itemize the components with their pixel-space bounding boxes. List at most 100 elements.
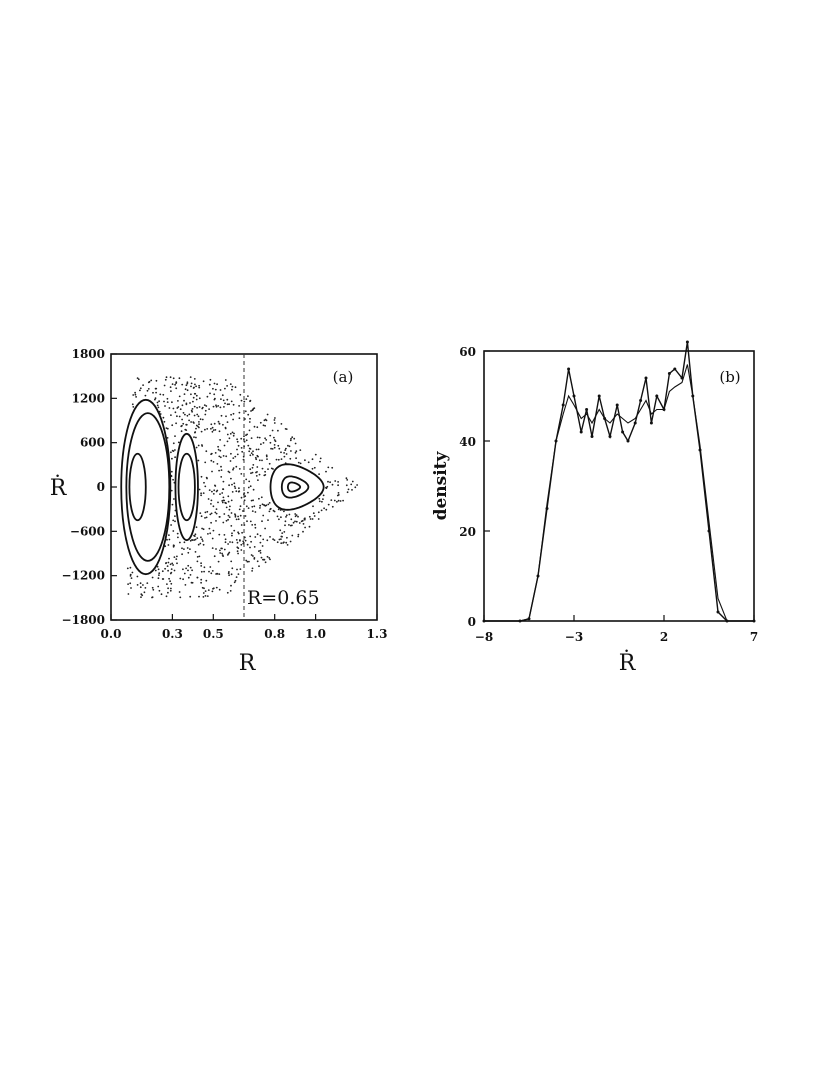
sea-point: [225, 502, 227, 505]
sea-point: [195, 385, 198, 388]
sea-point: [186, 381, 189, 384]
sea-point: [211, 490, 213, 493]
sea-point: [191, 408, 194, 410]
sea-point: [265, 419, 268, 422]
sea-point: [172, 407, 175, 410]
sea-point: [269, 558, 271, 561]
sea-point: [212, 387, 214, 390]
sea-point: [290, 518, 293, 521]
sea-point: [223, 406, 225, 408]
sea-point: [253, 546, 256, 548]
sea-point: [284, 449, 287, 451]
sea-point: [156, 401, 159, 404]
sea-point: [289, 457, 292, 460]
sea-point: [212, 461, 215, 463]
sea-point: [169, 589, 172, 592]
sea-point: [194, 392, 197, 395]
sea-point: [293, 437, 296, 440]
sea-point: [276, 541, 279, 544]
sea-point: [273, 419, 276, 421]
sea-point: [246, 520, 248, 523]
sea-point: [234, 579, 237, 582]
sea-point: [231, 567, 234, 570]
sea-point: [170, 414, 172, 416]
sea-point: [167, 544, 170, 546]
sea-point: [238, 417, 241, 420]
sea-point: [196, 576, 199, 579]
x-tick-label-b: −3: [565, 630, 583, 644]
x-tick-label-a: 1.0: [305, 627, 326, 641]
sea-point: [195, 427, 197, 430]
sea-point: [308, 515, 311, 518]
density-point: [585, 408, 589, 411]
sea-point: [237, 552, 240, 555]
sea-point: [273, 510, 276, 513]
sea-point: [228, 508, 231, 511]
sea-point: [162, 416, 165, 419]
sea-point: [290, 437, 292, 440]
sea-point: [168, 407, 171, 409]
sea-point: [231, 431, 234, 434]
sea-point: [232, 434, 235, 437]
sea-point: [320, 509, 323, 512]
sea-point: [225, 506, 228, 509]
sea-point: [256, 426, 259, 429]
phase-portrait-panel: 0.0 0.3 0.5 0.8 1.0 1.3 1800 1200 600 0 −600 −1200 −…: [50, 347, 388, 676]
sea-point: [131, 403, 134, 406]
sea-point: [325, 470, 327, 473]
sea-point: [175, 422, 178, 425]
sea-point: [267, 519, 269, 521]
sea-point: [192, 400, 194, 403]
sea-point: [184, 413, 186, 416]
sea-point: [261, 503, 264, 506]
sea-point: [267, 468, 269, 470]
sea-point: [231, 491, 234, 493]
sea-point: [258, 473, 261, 476]
sea-point: [176, 562, 178, 565]
sea-point: [239, 505, 242, 508]
sea-point: [181, 404, 184, 407]
sea-point: [216, 383, 219, 386]
sea-point: [219, 389, 222, 391]
sea-point: [179, 541, 181, 544]
sea-point: [336, 494, 339, 497]
sea-point: [233, 432, 235, 435]
sea-point: [304, 459, 306, 462]
sea-point: [243, 435, 245, 438]
sea-point: [150, 379, 153, 382]
sea-point: [258, 565, 260, 568]
sea-point: [233, 485, 236, 488]
sea-point: [211, 430, 214, 433]
sea-point: [246, 560, 249, 563]
sea-point: [304, 526, 306, 529]
sea-point: [274, 417, 276, 419]
sea-point: [273, 422, 276, 424]
sea-point: [236, 546, 239, 549]
sea-point: [211, 570, 214, 572]
sea-point: [172, 545, 175, 548]
sea-point: [264, 527, 266, 530]
sea-point: [139, 582, 142, 585]
sea-point: [221, 492, 224, 494]
sea-point: [346, 491, 349, 494]
sea-point: [193, 535, 196, 537]
sea-point: [285, 453, 288, 455]
sea-point: [200, 570, 203, 573]
sea-point: [218, 588, 221, 591]
density-point: [597, 394, 601, 398]
sea-point: [173, 498, 175, 500]
sea-point: [236, 550, 239, 553]
sea-point: [191, 569, 194, 572]
density-point: [633, 421, 637, 425]
sea-point: [284, 524, 286, 527]
sea-point: [261, 467, 264, 470]
sea-point: [215, 405, 218, 408]
sea-point: [200, 581, 203, 584]
y-tick-label-a: 600: [80, 436, 105, 450]
sea-point: [250, 437, 253, 439]
sea-point: [198, 423, 200, 426]
x-tick-label-a: 1.3: [367, 627, 388, 641]
sea-point: [264, 437, 266, 440]
sea-point: [285, 541, 288, 544]
